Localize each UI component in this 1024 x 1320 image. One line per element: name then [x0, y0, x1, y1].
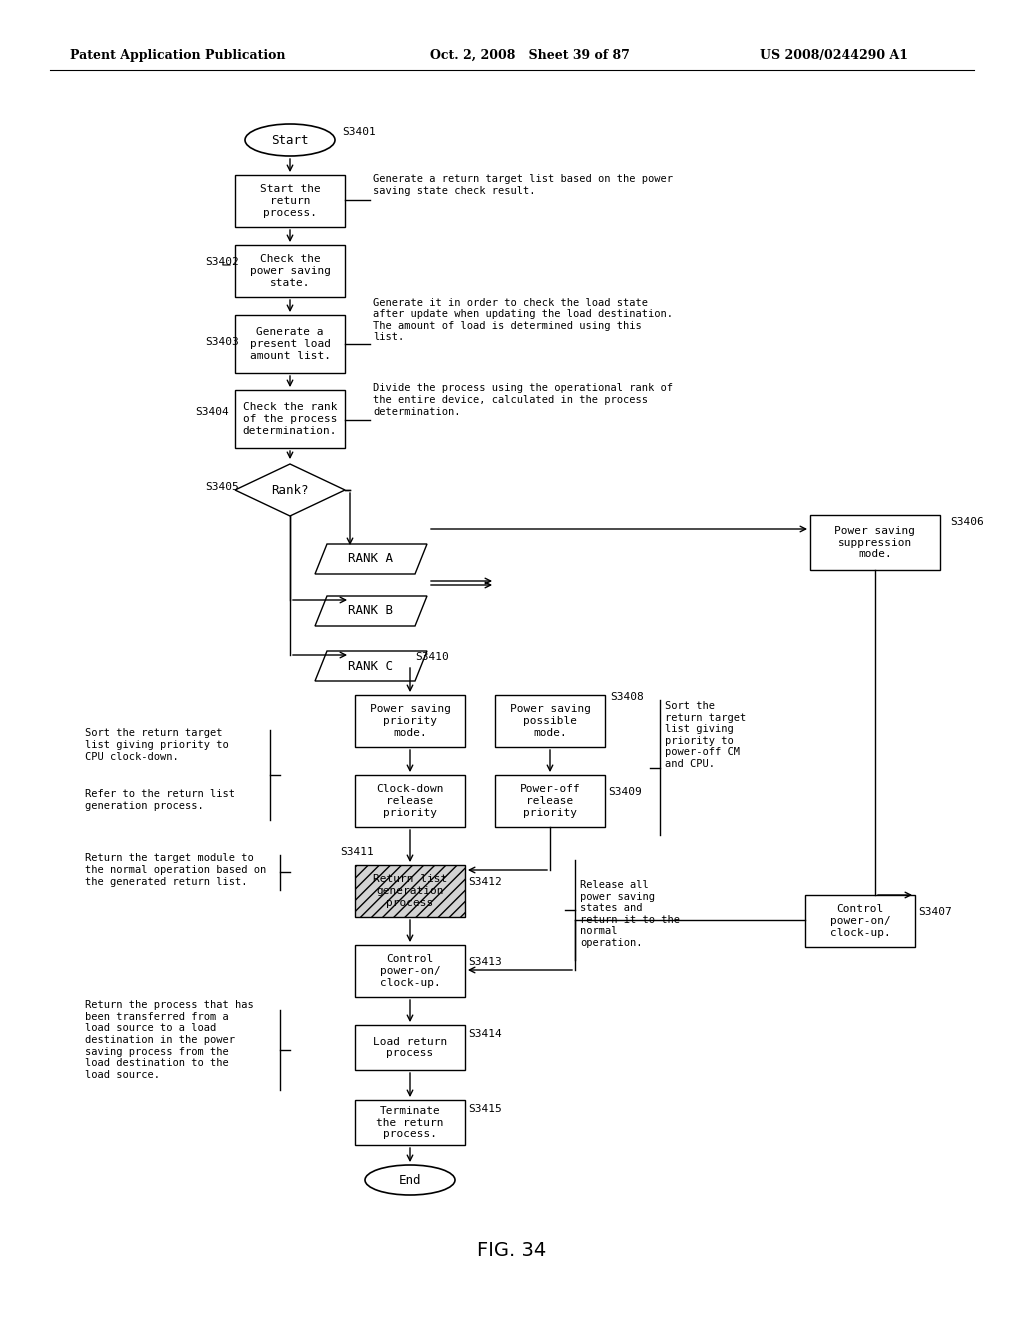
Text: S3410: S3410	[415, 652, 449, 663]
Ellipse shape	[245, 124, 335, 156]
Text: S3412: S3412	[468, 876, 502, 887]
Text: S3406: S3406	[950, 517, 984, 527]
Text: Start the
return
process.: Start the return process.	[260, 185, 321, 218]
Text: US 2008/0244290 A1: US 2008/0244290 A1	[760, 49, 908, 62]
Text: Power saving
priority
mode.: Power saving priority mode.	[370, 705, 451, 738]
Text: Check the
power saving
state.: Check the power saving state.	[250, 255, 331, 288]
Text: S3402: S3402	[205, 257, 239, 267]
Text: Power-off
release
priority: Power-off release priority	[519, 784, 581, 817]
FancyBboxPatch shape	[355, 945, 465, 997]
Text: Terminate
the return
process.: Terminate the return process.	[376, 1106, 443, 1139]
FancyBboxPatch shape	[355, 1100, 465, 1144]
Text: Divide the process using the operational rank of
the entire device, calculated i: Divide the process using the operational…	[373, 383, 673, 417]
Text: RANK C: RANK C	[348, 660, 393, 672]
Text: S3401: S3401	[342, 127, 376, 137]
FancyBboxPatch shape	[355, 696, 465, 747]
FancyBboxPatch shape	[234, 389, 345, 447]
Text: Generate a return target list based on the power
saving state check result.: Generate a return target list based on t…	[373, 174, 673, 195]
FancyBboxPatch shape	[495, 775, 605, 828]
Polygon shape	[315, 651, 427, 681]
Text: Return list
generation
process: Return list generation process	[373, 874, 447, 908]
Text: S3411: S3411	[340, 847, 374, 857]
Text: S3403: S3403	[205, 337, 239, 347]
Text: Release all
power saving
states and
return it to the
normal
operation.: Release all power saving states and retu…	[580, 880, 680, 948]
Text: S3415: S3415	[468, 1104, 502, 1114]
Text: Return the process that has
been transferred from a
load source to a load
destin: Return the process that has been transfe…	[85, 1001, 254, 1080]
Polygon shape	[234, 465, 345, 516]
FancyBboxPatch shape	[234, 176, 345, 227]
Text: S3404: S3404	[195, 407, 228, 417]
Text: Refer to the return list
generation process.: Refer to the return list generation proc…	[85, 789, 234, 810]
Text: Rank?: Rank?	[271, 483, 309, 496]
FancyBboxPatch shape	[355, 865, 465, 917]
Text: Clock-down
release
priority: Clock-down release priority	[376, 784, 443, 817]
Text: Patent Application Publication: Patent Application Publication	[70, 49, 286, 62]
Text: S3414: S3414	[468, 1030, 502, 1039]
Text: S3413: S3413	[468, 957, 502, 968]
Text: Check the rank
of the process
determination.: Check the rank of the process determinat…	[243, 403, 337, 436]
Polygon shape	[315, 597, 427, 626]
FancyBboxPatch shape	[495, 696, 605, 747]
Text: Load return
process: Load return process	[373, 1036, 447, 1059]
FancyBboxPatch shape	[234, 315, 345, 374]
Text: Control
power-on/
clock-up.: Control power-on/ clock-up.	[380, 954, 440, 987]
FancyBboxPatch shape	[805, 895, 915, 946]
Text: FIG. 34: FIG. 34	[477, 1241, 547, 1259]
Text: Start: Start	[271, 133, 309, 147]
Text: Oct. 2, 2008   Sheet 39 of 87: Oct. 2, 2008 Sheet 39 of 87	[430, 49, 630, 62]
FancyBboxPatch shape	[234, 246, 345, 297]
Text: Generate a
present load
amount list.: Generate a present load amount list.	[250, 327, 331, 360]
Polygon shape	[315, 544, 427, 574]
Text: S3407: S3407	[918, 907, 951, 917]
Text: Sort the
return target
list giving
priority to
power-off CM
and CPU.: Sort the return target list giving prior…	[665, 701, 746, 770]
Text: Return the target module to
the normal operation based on
the generated return l: Return the target module to the normal o…	[85, 854, 266, 887]
Text: Sort the return target
list giving priority to
CPU clock-down.: Sort the return target list giving prior…	[85, 729, 228, 762]
Text: Control
power-on/
clock-up.: Control power-on/ clock-up.	[829, 904, 891, 937]
Text: RANK A: RANK A	[348, 553, 393, 565]
Ellipse shape	[365, 1166, 455, 1195]
Text: Power saving
suppression
mode.: Power saving suppression mode.	[835, 525, 915, 560]
FancyBboxPatch shape	[355, 775, 465, 828]
FancyBboxPatch shape	[355, 1026, 465, 1071]
Text: S3409: S3409	[608, 787, 642, 797]
FancyBboxPatch shape	[810, 515, 940, 570]
Text: Power saving
possible
mode.: Power saving possible mode.	[510, 705, 591, 738]
Text: RANK B: RANK B	[348, 605, 393, 618]
Text: End: End	[398, 1173, 421, 1187]
Text: Generate it in order to check the load state
after update when updating the load: Generate it in order to check the load s…	[373, 297, 673, 342]
Text: S3405: S3405	[205, 482, 239, 492]
Text: S3408: S3408	[610, 692, 644, 702]
